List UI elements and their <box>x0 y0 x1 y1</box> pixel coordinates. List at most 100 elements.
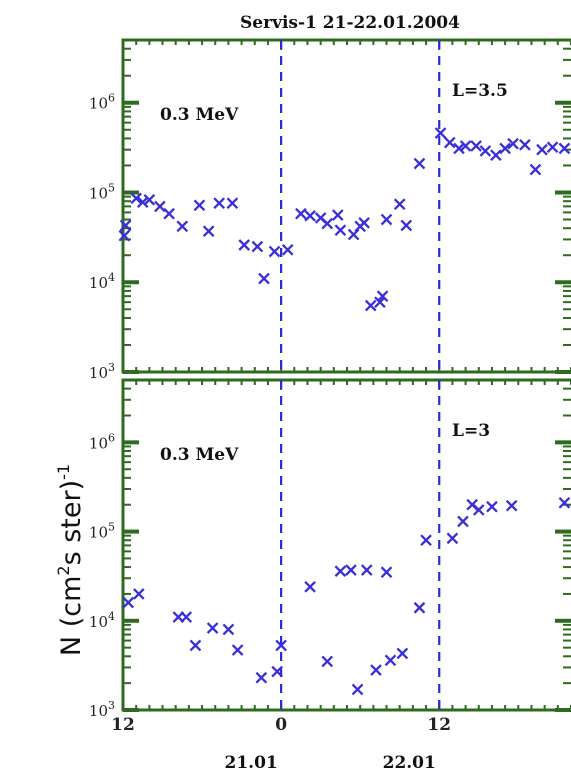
data-point <box>536 143 548 156</box>
l-shell-annotation: L=3 <box>452 421 490 441</box>
data-point <box>380 566 393 579</box>
data-point <box>519 138 531 151</box>
data-point <box>360 564 373 576</box>
data-point <box>499 142 511 155</box>
data-point <box>453 142 465 155</box>
y-tick-exponent: 4 <box>108 271 115 284</box>
data-point <box>295 207 307 220</box>
data-point <box>163 207 175 220</box>
data-point <box>347 228 360 241</box>
y-tick-base: 10 <box>89 364 108 382</box>
data-point <box>396 647 409 660</box>
energy-annotation: 0.3 MeV <box>160 105 239 125</box>
data-point <box>231 644 244 656</box>
date-label: 22.01 <box>383 753 436 773</box>
data-point <box>393 198 406 211</box>
data-point <box>351 683 364 696</box>
data-point <box>275 639 287 652</box>
data-point <box>238 239 251 251</box>
y-tick-exponent: 6 <box>108 92 115 105</box>
data-point <box>380 213 393 226</box>
y-tick-exponent: 5 <box>108 181 115 194</box>
data-point <box>132 588 145 600</box>
panel-frame <box>121 378 571 712</box>
chart-title: Servis-1 21-22.01.2004 <box>240 13 460 33</box>
data-point <box>119 219 132 232</box>
data-point <box>364 299 377 312</box>
data-point <box>400 219 413 232</box>
y-tick-label: 103 <box>89 361 115 382</box>
data-point <box>189 639 202 652</box>
data-point <box>222 623 235 636</box>
y-tick-label: 105 <box>89 181 115 202</box>
y-tick-exponent: 3 <box>108 699 115 712</box>
y-axis-label: N (cm2s ster)-1 <box>54 464 87 656</box>
data-point <box>251 240 264 253</box>
y-tick-base: 10 <box>89 95 108 113</box>
data-point <box>420 534 432 547</box>
data-point <box>136 196 149 208</box>
data-point <box>118 229 131 242</box>
y-tick-base: 10 <box>89 613 108 631</box>
y-tick-exponent: 6 <box>108 431 115 444</box>
data-point <box>321 655 334 668</box>
data-point <box>130 192 142 205</box>
data-point <box>472 504 485 516</box>
data-point <box>446 532 459 545</box>
y-tick-label: 103 <box>89 699 115 720</box>
data-point <box>384 654 397 667</box>
date-label: 21.01 <box>225 753 278 773</box>
data-point <box>413 157 426 170</box>
y-axis-label-sup2: -1 <box>54 464 73 480</box>
data-point <box>470 140 482 152</box>
data-point <box>154 200 166 213</box>
data-point <box>558 142 571 155</box>
data-point <box>304 209 316 222</box>
data-point <box>193 199 206 212</box>
y-tick-label: 106 <box>89 92 115 113</box>
data-point <box>459 140 472 152</box>
y-tick-label: 104 <box>89 271 115 292</box>
data-point <box>331 209 344 221</box>
y-tick-base: 10 <box>89 702 108 720</box>
data-point <box>490 149 502 162</box>
data-point <box>268 245 281 258</box>
data-point <box>413 601 426 614</box>
data-point <box>122 596 135 609</box>
data-point <box>505 499 518 512</box>
data-point <box>334 565 347 577</box>
data-point <box>376 290 389 302</box>
data-point <box>206 622 219 634</box>
data-point <box>202 225 215 238</box>
x-tick-label: 0 <box>275 715 287 735</box>
data-point <box>143 193 156 206</box>
data-point <box>271 665 283 678</box>
y-axis-label-mid: s ster) <box>56 480 87 566</box>
data-point <box>255 671 268 684</box>
y-tick-base: 10 <box>89 184 108 202</box>
y-tick-base: 10 <box>89 434 108 452</box>
data-point <box>457 515 469 528</box>
energy-annotation: 0.3 MeV <box>160 445 239 465</box>
data-point <box>434 127 447 139</box>
data-point <box>479 145 492 157</box>
data-point <box>180 611 193 623</box>
y-tick-label: 105 <box>89 521 115 542</box>
y-tick-exponent: 4 <box>108 610 115 623</box>
data-point <box>529 163 542 176</box>
data-point <box>345 564 357 576</box>
data-point <box>334 224 347 237</box>
data-point <box>486 500 498 513</box>
data-point <box>304 581 316 593</box>
y-tick-label: 104 <box>89 610 115 631</box>
data-point <box>358 216 370 229</box>
data-point <box>258 272 270 285</box>
data-point <box>546 141 559 153</box>
data-point <box>370 664 382 676</box>
x-tick-label: 12 <box>427 715 451 735</box>
data-point <box>176 220 189 233</box>
